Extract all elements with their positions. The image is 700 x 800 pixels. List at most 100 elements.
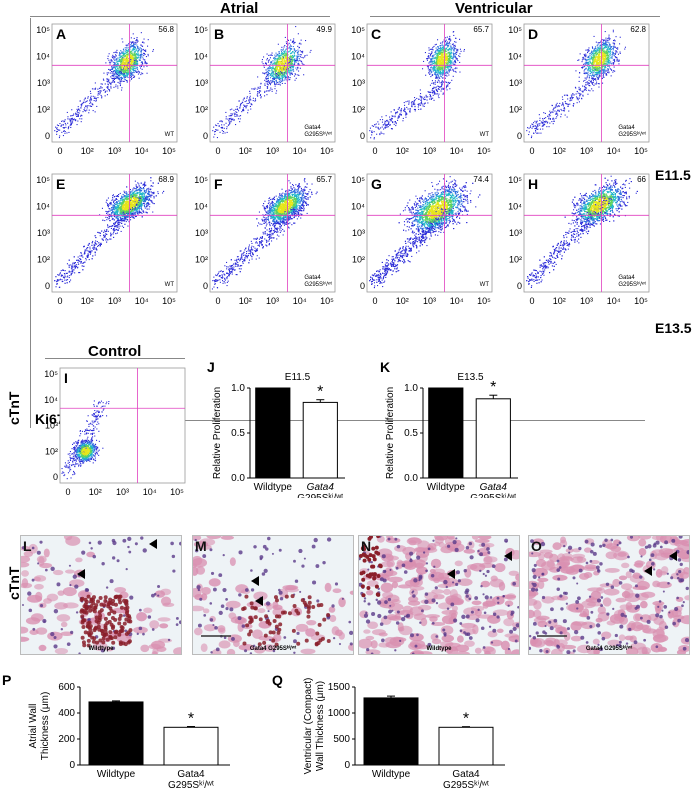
x-tick-label: 10⁴: [143, 487, 157, 497]
micrograph-caption: Wildtype: [426, 646, 452, 652]
category-label-mutant-line2: G295Sᵏⁱ/ʷᵗ: [470, 493, 516, 498]
x-tick-label: 10⁵: [162, 146, 176, 156]
y-tick-label: 10⁵: [194, 175, 208, 185]
y-tick-label: 10⁵: [351, 175, 365, 185]
y-tick-label: 10⁴: [44, 395, 58, 405]
flow-panel-d: 10⁵ 10⁴ 10³ 10² 0 0 10² 10³ 10⁴ 10⁵ D 62.8 Gata4 G295…: [502, 22, 650, 167]
panel-letter: E: [56, 176, 66, 192]
x-tick-label: 0: [57, 296, 62, 306]
x-tick-label: 10³: [108, 146, 121, 156]
category-label-mutant-line1: Gata4: [480, 482, 508, 493]
quadrant-value: 66: [637, 175, 646, 184]
y-tick-label: 10²: [37, 105, 50, 115]
flow-plot-area: [366, 23, 493, 143]
category-label-mutant-line2: G295Sᵏⁱ/ʷᵗ: [443, 780, 489, 791]
x-tick-label: 10³: [266, 146, 279, 156]
bar-chart-j: J E11.5 1.0 0.5 0.0 Relative Proliferation Wil…: [205, 358, 355, 498]
category-label-mutant-line1: Gata4: [307, 482, 335, 493]
x-tick-label: 10³: [266, 296, 279, 306]
y-tick-label: 1000: [328, 708, 351, 719]
y-tick-label: 500: [333, 734, 350, 745]
panel-letter: B: [214, 26, 225, 42]
genotype-label: Gata4 G295Sᵏⁱ/ʷᵗ: [618, 275, 646, 288]
y-tick-label: 200: [58, 734, 75, 745]
y-tick-label: 10²: [195, 255, 208, 265]
x-tick-label: 10²: [81, 296, 94, 306]
x-tick-label: 10³: [423, 146, 436, 156]
bar-chart-q: Q 1500 1000 500 0 Ventricular (Compact) Wall T…: [270, 665, 530, 800]
y-tick-label: 0: [69, 760, 75, 771]
quadrant-value: 56.8: [158, 25, 174, 34]
flow-panel-e: 10⁵ 10⁴ 10³ 10² 0 0 10² 10³ 10⁴ 10⁵ E 68.9 WT: [30, 172, 178, 317]
y-tick-label: 10³: [509, 78, 522, 88]
x-tick-label: 10³: [580, 146, 593, 156]
genotype-label: Gata4 G295Sᵏⁱ/ʷᵗ: [304, 275, 332, 288]
micrograph-l: L Wildtype: [20, 535, 182, 655]
y-tick-label: 10⁴: [351, 202, 365, 212]
x-tick-label: 10⁴: [135, 146, 149, 156]
micrograph-o: O Gata4 G295Sᵏⁱ/ʷᵗ: [528, 535, 690, 655]
arrowhead-marker: [669, 551, 677, 561]
y-tick-label: 0: [517, 281, 522, 291]
y-tick-label: 10²: [509, 105, 522, 115]
panel-letter: G: [371, 176, 382, 192]
x-tick-label: 10⁴: [293, 146, 307, 156]
chart-title: E11.5: [285, 372, 311, 383]
bar-chart-p: P 600 400 200 0 Atrial Wall Thickness (μm) Wild…: [0, 665, 250, 800]
bar-wildtype: [88, 701, 144, 766]
bar-mutant: [163, 726, 219, 766]
category-label-wildtype: Wildtype: [97, 769, 136, 780]
y-tick-label: 10⁴: [36, 52, 50, 62]
bar-chart-k: K E13.5 1.0 0.5 0.0 Relative Proliferation Wil…: [378, 358, 528, 498]
micrograph-caption: Wildtype: [88, 646, 114, 652]
x-tick-label: 0: [65, 487, 70, 497]
x-tick-label: 0: [215, 296, 220, 306]
flow-panel-i: 10⁵ 10⁴ 10³ 10² 0 0 10² 10³ 10⁴ 10⁵ I: [38, 360, 186, 590]
y-tick-label: 10²: [352, 255, 365, 265]
flow-panel-h: 10⁵ 10⁴ 10³ 10² 0 0 10² 10³ 10⁴ 10⁵ H 66 Gata4 G295Sᵏ…: [502, 172, 650, 317]
x-tick-label: 0: [57, 146, 62, 156]
y-tick-label: 10²: [195, 105, 208, 115]
x-tick-label: 10⁵: [634, 146, 648, 156]
arrowhead-marker: [251, 576, 259, 586]
bar-wildtype: [363, 697, 419, 766]
micrograph-caption: Gata4 G295Sᵏⁱ/ʷᵗ: [585, 646, 633, 652]
header-control: Control: [88, 343, 142, 360]
y-tick-label: 10³: [45, 421, 58, 431]
panel-letter: P: [2, 672, 11, 688]
x-tick-label: 0: [529, 146, 534, 156]
genotype-label: WT: [164, 132, 174, 138]
genotype-label: WT: [479, 132, 489, 138]
flow-panel-f: 10⁵ 10⁴ 10³ 10² 0 0 10² 10³ 10⁴ 10⁵ F 65.7 Gata4 G295…: [188, 172, 336, 317]
axis-frame-bottom: [75, 420, 645, 421]
y-tick-label: 0.5: [404, 428, 418, 439]
panel-letter: L: [23, 538, 32, 554]
genotype-label: WT: [164, 282, 174, 288]
flow-scatter-dots: [61, 400, 110, 480]
category-label-wildtype: Wildtype: [254, 482, 293, 493]
x-tick-label: 10³: [116, 487, 129, 497]
header-atrial: Atrial: [220, 0, 259, 17]
panel-letter: M: [195, 538, 207, 554]
y-axis-label: Relative Proliferation: [385, 387, 396, 479]
category-label-wildtype: Wildtype: [427, 482, 466, 493]
y-tick-label: 10⁵: [36, 175, 50, 185]
x-tick-label: 10⁵: [477, 296, 491, 306]
y-tick-label: 0.5: [231, 428, 245, 439]
flow-scatter-dots: [526, 175, 638, 288]
y-tick-label: 10⁵: [36, 25, 50, 35]
x-tick-label: 10⁴: [607, 146, 621, 156]
category-label-mutant-line1: Gata4: [452, 769, 480, 780]
panel-letter: H: [528, 176, 539, 192]
y-tick-label: 0: [344, 760, 350, 771]
panel-letter: A: [56, 26, 67, 42]
micrograph-n: N Wildtype: [358, 535, 520, 655]
y-tick-label: 0: [45, 281, 50, 291]
flow-panel-a: 10⁵ 10⁴ 10³ 10² 0 0 10² 10³ 10⁴ 10⁵ A 56.8 WT: [30, 22, 178, 167]
y-tick-label: 0: [203, 281, 208, 291]
x-tick-label: 10³: [423, 296, 436, 306]
bar-wildtype: [255, 387, 291, 479]
x-tick-label: 10²: [239, 146, 252, 156]
ctnt-axis-title: cTnT: [6, 391, 22, 425]
panel-letter: D: [528, 26, 539, 42]
